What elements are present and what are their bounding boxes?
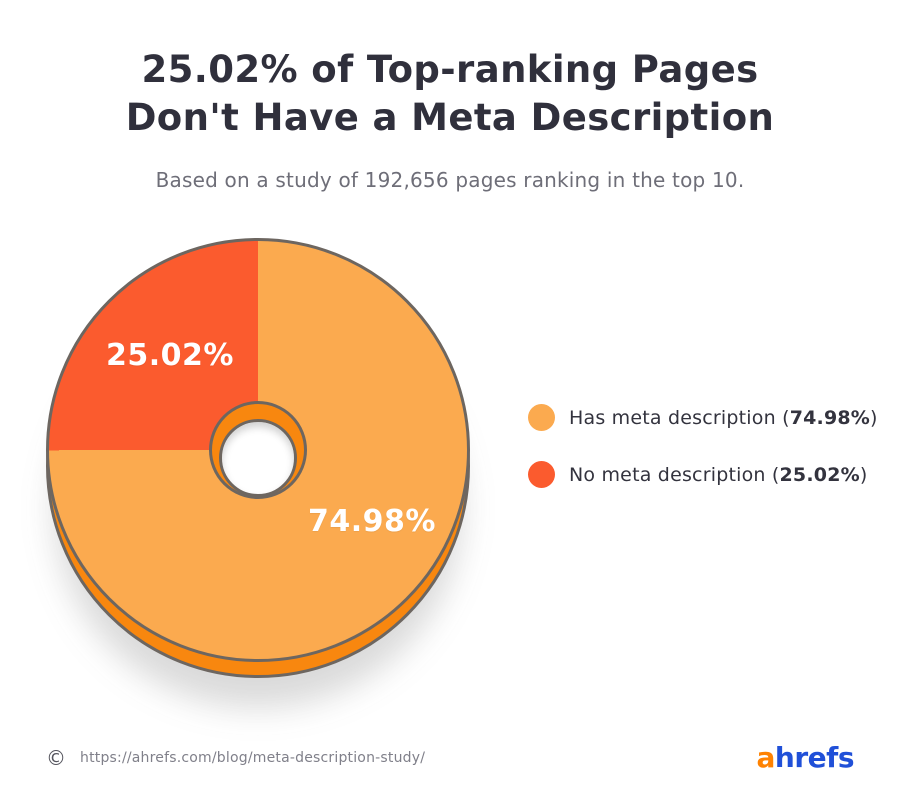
donut-chart-area: 25.02% 74.98% — [46, 238, 470, 708]
ahrefs-logo: ahrefs — [757, 741, 855, 774]
slice-label-no-meta: 25.02% — [106, 338, 234, 373]
logo-part-blue: hrefs — [774, 741, 855, 774]
legend-text: ) — [859, 463, 868, 486]
legend-label-no-meta: No meta description (25.02%) — [569, 464, 867, 486]
title-line-2: Don't Have a Meta Description — [125, 96, 775, 140]
legend-item-no-meta: No meta description (25.02%) — [528, 461, 878, 488]
legend-text: ) — [870, 406, 878, 429]
source-url: https://ahrefs.com/blog/meta-description… — [80, 749, 426, 766]
chart-legend: Has meta description (74.98%) No meta de… — [528, 404, 878, 518]
legend-text: Has meta description ( — [569, 406, 790, 429]
copyright-icon: © — [46, 745, 66, 770]
footer: © https://ahrefs.com/blog/meta-descripti… — [0, 741, 900, 774]
source-attribution: © https://ahrefs.com/blog/meta-descripti… — [46, 746, 425, 770]
legend-value: 25.02% — [779, 463, 860, 486]
donut-hole — [219, 419, 297, 497]
legend-text: No meta description ( — [569, 463, 780, 486]
legend-swatch-no-meta — [528, 461, 555, 488]
legend-label-has-meta: Has meta description (74.98%) — [569, 407, 878, 429]
title-line-1: 25.02% of Top-ranking Pages — [141, 48, 759, 91]
legend-item-has-meta: Has meta description (74.98%) — [528, 404, 878, 431]
legend-swatch-has-meta — [528, 404, 555, 431]
page-title: 25.02% of Top-ranking Pages Don't Have a… — [0, 46, 900, 142]
logo-part-orange: a — [756, 741, 776, 774]
chart-subtitle: Based on a study of 192,656 pages rankin… — [155, 168, 745, 192]
slice-label-has-meta: 74.98% — [308, 504, 436, 539]
legend-value: 74.98% — [789, 406, 871, 429]
